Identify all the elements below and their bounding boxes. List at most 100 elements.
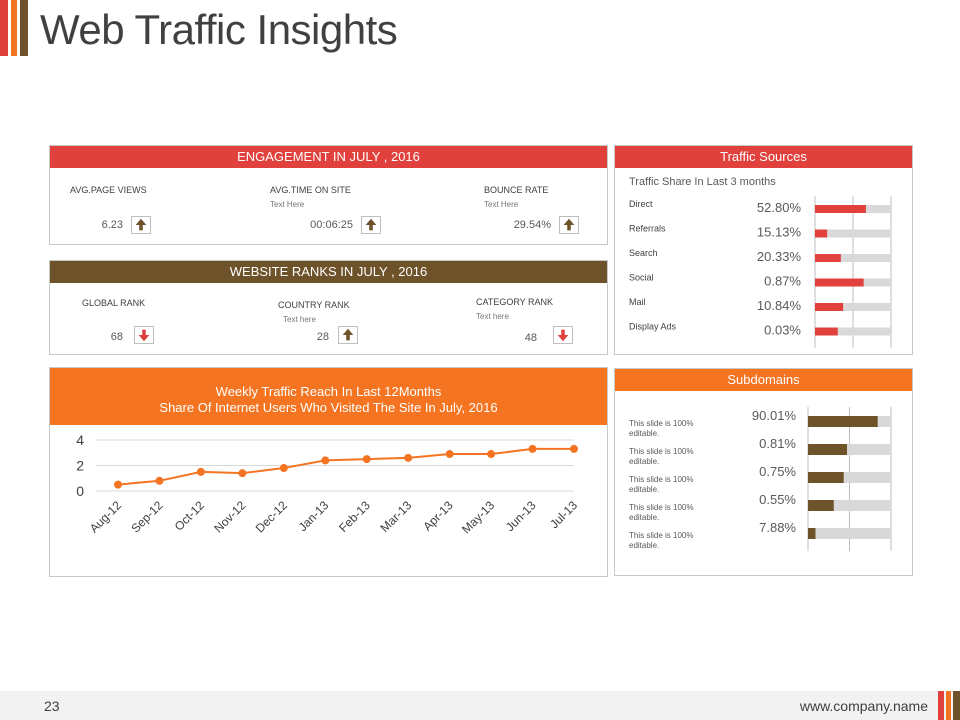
bar-value-label: 0.87% bbox=[764, 274, 801, 289]
x-tick-label: Nov-12 bbox=[211, 498, 248, 535]
engagement-panel: ENGAGEMENT IN JULY , 2016 AVG.PAGE VIEWS… bbox=[49, 145, 608, 245]
bar bbox=[815, 303, 844, 311]
bar-track bbox=[815, 229, 891, 238]
bar bbox=[808, 416, 878, 427]
bar bbox=[808, 444, 848, 455]
bar-track bbox=[808, 528, 891, 539]
up-arrow-icon bbox=[338, 326, 358, 344]
category-label: Referrals bbox=[629, 224, 666, 234]
bar-value-label: 0.81% bbox=[759, 436, 796, 451]
bar bbox=[815, 327, 838, 336]
category-label: Social bbox=[629, 273, 654, 283]
down-arrow-icon bbox=[553, 326, 573, 344]
bar-value-label: 52.80% bbox=[757, 200, 802, 215]
x-tick-label: Sep-12 bbox=[128, 498, 165, 535]
traffic-sources-bar-chart: 52.80% Direct 15.13% Referrals 20.33% Search 0… bbox=[629, 196, 892, 348]
metric-label: AVG.TIME ON SITE bbox=[270, 185, 351, 195]
metric-label: CATEGORY RANK bbox=[476, 297, 554, 307]
data-point bbox=[362, 455, 371, 464]
bar-value-label: 90.01% bbox=[752, 408, 797, 423]
category-label: Direct bbox=[629, 199, 653, 209]
x-tick-label: Dec-12 bbox=[253, 498, 290, 535]
data-point bbox=[114, 480, 122, 489]
bar-value-label: 20.33% bbox=[757, 249, 802, 264]
subdomains-panel: Subdomains 90.01% This slide is 100% edita… bbox=[614, 368, 913, 576]
bar bbox=[815, 254, 841, 262]
down-arrow-icon bbox=[134, 326, 154, 344]
x-tick-label: May-13 bbox=[459, 498, 497, 536]
subdomains-bar-chart: 90.01% This slide is 100% editable. 0.81% Th… bbox=[629, 407, 892, 551]
bar bbox=[808, 472, 844, 483]
y-tick-label: 2 bbox=[76, 458, 84, 474]
bar-track bbox=[808, 472, 891, 483]
metric-label: GLOBAL RANK bbox=[82, 298, 146, 308]
bar-value-label: 10.84% bbox=[757, 298, 802, 313]
bar bbox=[808, 528, 816, 539]
metric-value: 68 bbox=[110, 331, 123, 343]
metric-value: 48 bbox=[524, 332, 537, 344]
bar-value-label: 0.55% bbox=[759, 492, 796, 507]
category-label: This slide is 100% editable. bbox=[629, 419, 693, 438]
footer-accent-stripes bbox=[938, 691, 960, 720]
series-line bbox=[117, 447, 574, 486]
metric-value: 6.23 bbox=[101, 219, 123, 231]
y-tick-label: 4 bbox=[76, 432, 84, 448]
x-tick-label: Mar-13 bbox=[378, 498, 415, 535]
data-point bbox=[528, 444, 537, 453]
footer: 23 www.company.name bbox=[0, 691, 960, 720]
category-label: Mail bbox=[629, 297, 646, 307]
metric-value: 00:06:25 bbox=[310, 219, 353, 231]
bar bbox=[815, 278, 864, 287]
data-point bbox=[570, 444, 578, 453]
metric-sub-text: Text Here bbox=[270, 200, 305, 209]
bar bbox=[815, 205, 866, 213]
x-tick-label: Jul-13 bbox=[547, 498, 580, 531]
category-label: This slide is 100% editable. bbox=[629, 531, 693, 550]
x-tick-label: Jan-13 bbox=[296, 498, 332, 534]
company-url[interactable]: www.company.name bbox=[799, 698, 928, 714]
subdomains-header: Subdomains bbox=[615, 369, 912, 391]
bar-track bbox=[815, 327, 891, 336]
x-tick-label: Oct-12 bbox=[172, 498, 208, 534]
category-label: This slide is 100% editable. bbox=[629, 475, 693, 494]
x-tick-label: Jun-13 bbox=[503, 498, 539, 534]
x-tick-label: Feb-13 bbox=[336, 498, 373, 535]
metric-label: AVG.PAGE VIEWS bbox=[70, 185, 147, 195]
data-point bbox=[487, 450, 496, 459]
metric-value: 29.54% bbox=[513, 219, 551, 231]
title-accent-stripes bbox=[0, 0, 32, 56]
bar-track bbox=[815, 254, 891, 262]
data-point bbox=[321, 456, 330, 465]
y-tick-label: 0 bbox=[76, 483, 84, 499]
page-title: Web Traffic Insights bbox=[40, 6, 398, 53]
data-point bbox=[196, 467, 205, 476]
data-point bbox=[404, 453, 413, 462]
metric-sub-text: Text here bbox=[476, 312, 509, 321]
bar-value-label: 7.88% bbox=[759, 520, 796, 535]
up-arrow-icon bbox=[361, 216, 381, 234]
reach-header-line2: Share Of Internet Users Who Visited The … bbox=[159, 400, 498, 415]
category-label: This slide is 100% editable. bbox=[629, 447, 693, 466]
bar-track bbox=[808, 500, 891, 511]
reach-header: Weekly Traffic Reach In Last 12Months Sh… bbox=[50, 368, 607, 425]
bar-track bbox=[815, 303, 891, 311]
reach-panel: Weekly Traffic Reach In Last 12Months Sh… bbox=[49, 367, 608, 577]
traffic-sources-header: Traffic Sources bbox=[615, 146, 912, 168]
x-tick-label: Apr-13 bbox=[420, 498, 456, 534]
bar bbox=[815, 229, 828, 238]
traffic-sources-subtitle: Traffic Share In Last 3 months bbox=[629, 176, 776, 188]
traffic-sources-panel: Traffic Sources Traffic Share In Last 3 … bbox=[614, 145, 913, 355]
bar-value-label: 15.13% bbox=[757, 225, 802, 240]
data-point bbox=[155, 476, 164, 485]
bar-value-label: 0.03% bbox=[764, 323, 801, 338]
up-arrow-icon bbox=[559, 216, 579, 234]
engagement-header: ENGAGEMENT IN JULY , 2016 bbox=[50, 146, 607, 168]
bar-value-label: 0.75% bbox=[759, 464, 796, 479]
ranks-panel: WEBSITE RANKS IN JULY , 2016 GLOBAL RANK… bbox=[49, 260, 608, 355]
ranks-header: WEBSITE RANKS IN JULY , 2016 bbox=[50, 261, 607, 283]
metric-value: 28 bbox=[316, 331, 329, 343]
metric-sub-text: Text here bbox=[283, 315, 316, 324]
category-label: Display Ads bbox=[629, 322, 677, 332]
bar-track bbox=[808, 444, 891, 455]
category-label: Search bbox=[629, 248, 658, 258]
